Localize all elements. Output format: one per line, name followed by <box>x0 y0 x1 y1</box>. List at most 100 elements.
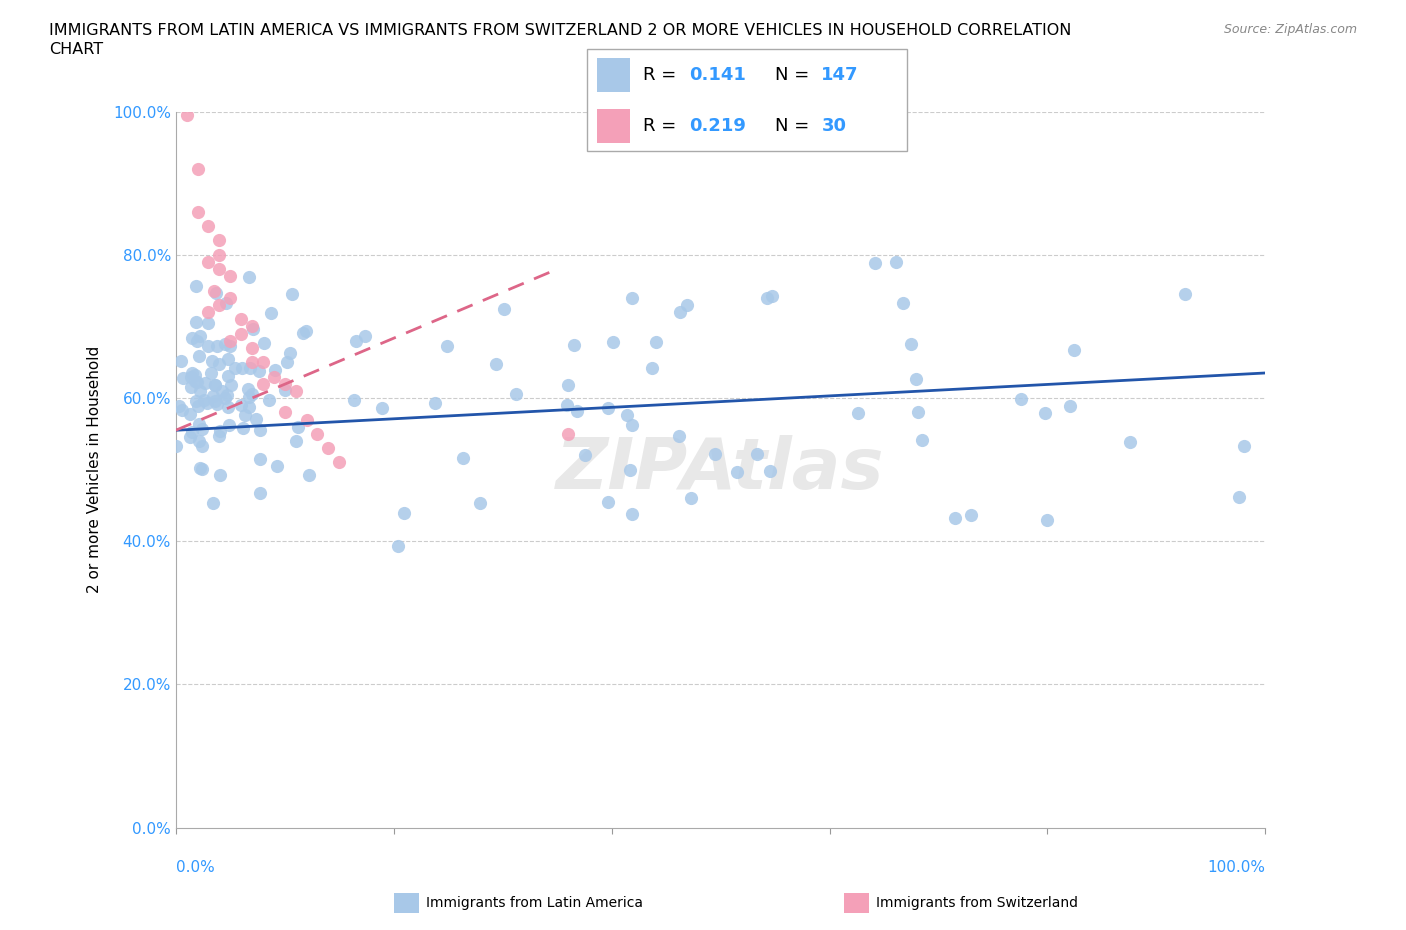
Point <box>596 401 619 416</box>
Point <box>187 398 209 413</box>
Point <box>1233 438 1256 453</box>
FancyBboxPatch shape <box>596 109 630 143</box>
Point <box>240 340 263 355</box>
Point <box>167 399 190 414</box>
Point <box>219 269 242 284</box>
Point <box>285 434 308 449</box>
Point <box>211 383 233 398</box>
Point <box>191 421 214 436</box>
Point <box>557 426 579 441</box>
Point <box>179 430 201 445</box>
Point <box>188 460 211 475</box>
Point <box>1036 512 1059 527</box>
Text: CHART: CHART <box>49 42 103 57</box>
FancyBboxPatch shape <box>586 48 907 152</box>
Point <box>668 429 690 444</box>
Point <box>242 322 264 337</box>
Point <box>371 400 394 415</box>
Point <box>1174 286 1197 301</box>
Point <box>284 383 307 398</box>
Text: Immigrants from Latin America: Immigrants from Latin America <box>426 896 643 910</box>
Point <box>215 296 238 311</box>
Point <box>186 162 209 177</box>
Point <box>187 349 209 364</box>
Point <box>1119 434 1142 449</box>
Point <box>208 298 231 312</box>
Point <box>214 391 236 405</box>
Point <box>1063 342 1085 357</box>
Text: 0.0%: 0.0% <box>176 860 215 875</box>
Point <box>567 404 589 418</box>
Point <box>266 458 288 473</box>
Point <box>1033 405 1056 420</box>
Point <box>485 357 508 372</box>
Point <box>186 375 208 390</box>
Point <box>204 286 226 300</box>
Text: 0.141: 0.141 <box>689 66 747 85</box>
Point <box>900 337 922 352</box>
Point <box>197 255 219 270</box>
Point <box>253 336 276 351</box>
Point <box>202 284 225 299</box>
Point <box>425 395 447 410</box>
Point <box>180 370 202 385</box>
Point <box>217 399 239 414</box>
Point <box>240 355 263 370</box>
Point <box>217 352 239 366</box>
Point <box>204 393 226 408</box>
Point <box>274 405 297 419</box>
Point <box>619 463 641 478</box>
Point <box>911 432 934 447</box>
Point <box>205 397 228 412</box>
Point <box>172 402 194 417</box>
Point <box>205 339 228 353</box>
Text: N =: N = <box>775 66 815 85</box>
Point <box>219 333 242 348</box>
Point <box>249 451 271 466</box>
Point <box>354 328 377 343</box>
Point <box>725 465 748 480</box>
Y-axis label: 2 or more Vehicles in Household: 2 or more Vehicles in Household <box>87 346 101 593</box>
Point <box>187 433 209 448</box>
Point <box>208 233 231 248</box>
Point <box>221 378 243 392</box>
Point <box>186 393 208 408</box>
Text: R =: R = <box>643 116 682 135</box>
Point <box>170 353 193 368</box>
Point <box>208 356 231 371</box>
Point <box>562 338 585 352</box>
Point <box>233 407 256 422</box>
Point <box>202 389 225 404</box>
Point <box>201 495 224 510</box>
Point <box>232 420 254 435</box>
Point <box>224 361 246 376</box>
Point <box>904 372 927 387</box>
Point <box>307 426 329 441</box>
Point <box>176 108 198 123</box>
Point <box>616 407 638 422</box>
Point <box>201 353 224 368</box>
Point <box>194 376 217 391</box>
Point <box>231 326 253 341</box>
Point <box>229 397 252 412</box>
Point <box>219 290 242 305</box>
Point <box>645 335 668 350</box>
Point <box>676 298 699 312</box>
Point <box>186 333 208 348</box>
Point <box>209 423 232 438</box>
Point <box>276 354 298 369</box>
Point <box>292 326 315 340</box>
Point <box>703 446 725 461</box>
Point <box>468 496 491 511</box>
Point <box>1227 490 1250 505</box>
Point <box>555 397 578 412</box>
Point <box>252 355 274 370</box>
Point <box>218 418 240 432</box>
Point <box>195 395 218 410</box>
Point <box>172 371 194 386</box>
Text: 100.0%: 100.0% <box>1208 860 1265 875</box>
Text: Immigrants from Switzerland: Immigrants from Switzerland <box>876 896 1078 910</box>
Point <box>298 468 321 483</box>
Text: 147: 147 <box>821 66 859 85</box>
Point <box>247 364 270 379</box>
